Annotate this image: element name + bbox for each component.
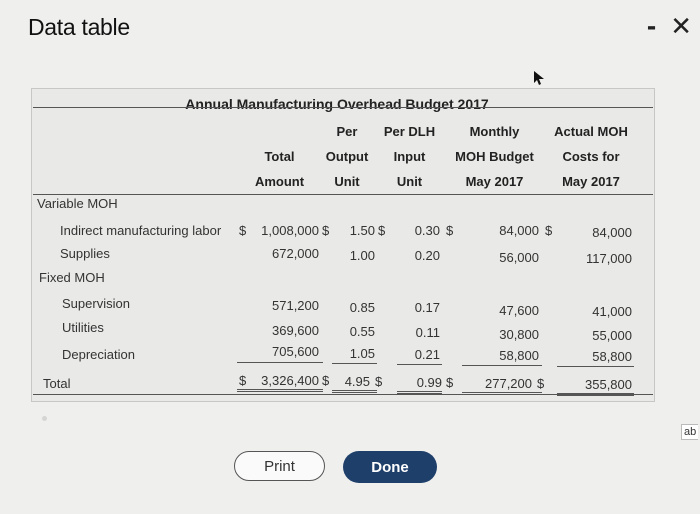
total-amount-value: 369,600 [272,323,319,338]
section-label-variable-moh: Variable MOH [37,196,118,211]
subtotal-rule [557,366,634,367]
monthly-budget-value: 84,000 [499,223,539,238]
currency-symbol: $ [446,375,454,390]
total-double-rule [557,393,634,396]
per-dlh-value: 0.20 [414,248,440,263]
minimize-icon[interactable]: - [646,10,657,41]
decorative-dot [42,416,47,421]
actual-costs-value: 355,800 [585,377,632,392]
actual-costs-value: 84,000 [592,225,632,240]
per-dlh-value: 0.11 [415,325,440,340]
column-header-per-dlh-input-unit: Per DLH Input Unit [383,124,436,189]
total-amount-value: 3,326,400 [261,373,319,388]
column-header-actual-moh-costs: Actual MOH Costs for May 2017 [554,124,628,189]
row-label: Supplies [60,246,110,261]
per-output-unit-value: 0.55 [349,324,375,339]
total-amount-value: 672,000 [272,246,319,261]
side-tab-label: ab [681,424,699,440]
row-label: Utilities [62,320,104,335]
per-dlh-value: 0.30 [414,223,440,238]
row-label: Supervision [62,296,130,311]
actual-costs-value: 41,000 [592,304,632,319]
currency-symbol: $ [545,223,553,238]
per-output-unit-value: 1.00 [349,248,375,263]
per-output-unit-value: 4.95 [344,374,370,389]
monthly-budget-value: 56,000 [499,250,539,265]
subtotal-rule [332,363,377,364]
actual-costs-value: 117,000 [585,251,632,266]
actual-costs-value: 55,000 [592,328,632,343]
per-output-unit-value: 0.85 [349,300,375,315]
dialog-title: Data table [28,14,130,40]
total-double-rule [237,389,323,392]
currency-symbol: $ [537,376,545,391]
monthly-budget-value: 58,800 [499,348,539,363]
actual-costs-value: 58,800 [592,349,632,364]
table-top-rule [33,107,653,108]
row-label: Indirect manufacturing labor [60,223,222,238]
subtotal-rule [237,362,323,363]
currency-symbol: $ [378,223,386,238]
data-table-panel: Annual Manufacturing Overhead Budget 201… [31,88,655,402]
done-button[interactable]: Done [343,451,437,483]
section-label-total: Total [43,376,71,391]
print-button[interactable]: Print [234,451,325,481]
per-dlh-value: 0.21 [414,347,440,362]
currency-symbol: $ [239,223,247,238]
mouse-cursor-icon [534,71,544,85]
window-controls: - ✕ [647,12,692,40]
currency-symbol: $ [375,374,383,389]
close-icon[interactable]: ✕ [670,11,692,41]
currency-symbol: $ [446,223,454,238]
column-header-per-output-unit: Per Output Unit [325,124,369,189]
total-double-rule [397,391,442,394]
subtotal-rule [397,364,442,365]
currency-symbol: $ [322,223,330,238]
header-rule [33,194,653,195]
per-dlh-value: 0.17 [414,300,440,315]
monthly-budget-value: 47,600 [499,303,539,318]
total-amount-value: 1,008,000 [261,223,319,238]
table-bottom-rule [33,394,653,395]
row-label: Depreciation [62,347,135,362]
currency-symbol: $ [322,373,330,388]
per-dlh-value: 0.99 [416,375,442,390]
section-label-fixed-moh: Fixed MOH [39,270,105,285]
currency-symbol: $ [239,373,247,388]
monthly-budget-value: 277,200 [485,376,532,391]
table-title: Annual Manufacturing Overhead Budget 201… [185,96,489,112]
column-header-monthly-moh-budget: Monthly MOH Budget May 2017 [455,124,534,189]
subtotal-rule [462,365,542,366]
total-amount-value: 571,200 [272,298,319,313]
total-double-rule [332,390,377,393]
per-output-unit-value: 1.05 [349,346,375,361]
monthly-budget-value: 30,800 [499,327,539,342]
column-header-total-amount: Total Amount [254,149,305,189]
total-amount-value: 705,600 [272,344,319,359]
per-output-unit-value: 1.50 [349,223,375,238]
